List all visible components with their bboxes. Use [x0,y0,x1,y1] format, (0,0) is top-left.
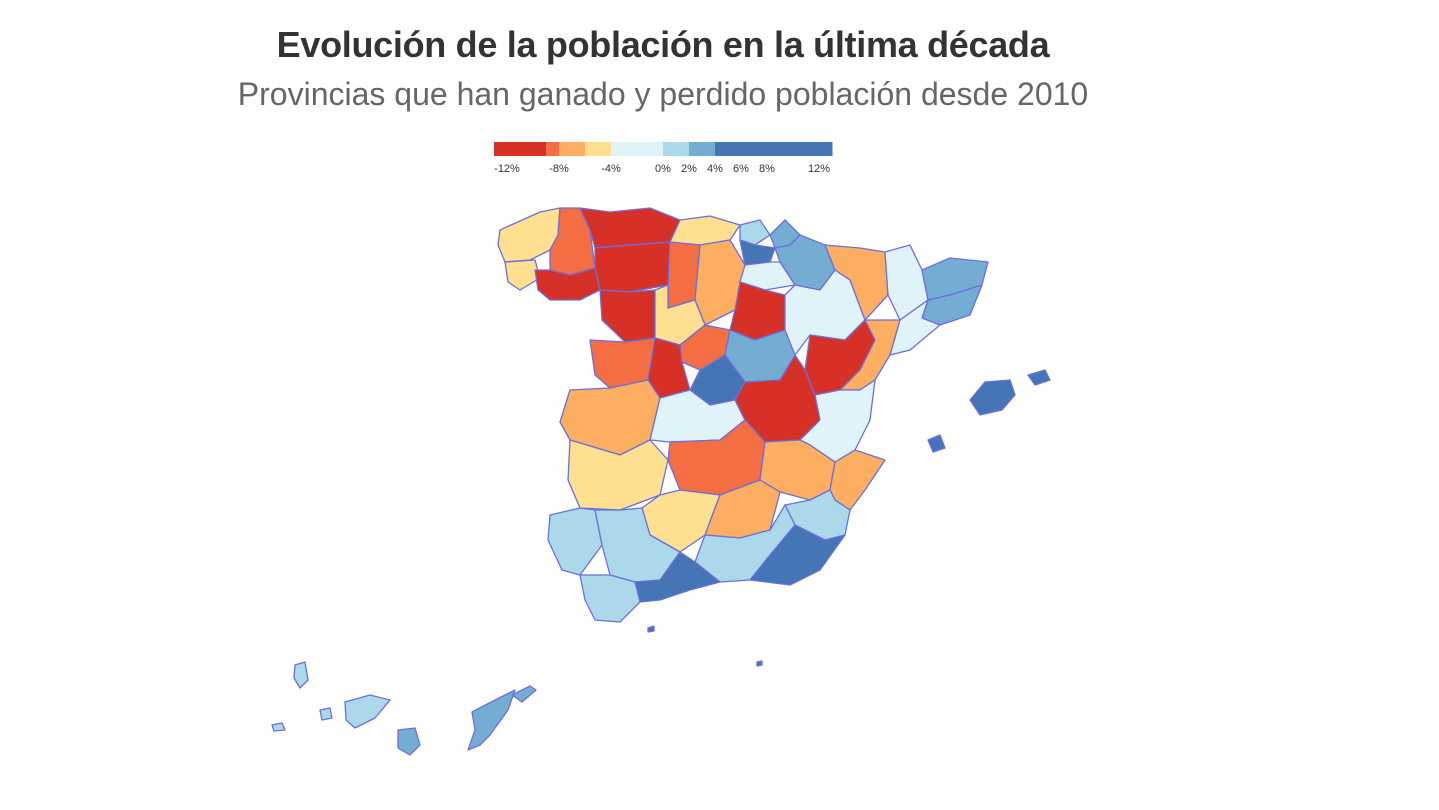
legend-tick-label: -8% [549,163,569,175]
province-huesca[interactable] [824,244,889,321]
legend-swatch-1 [546,142,560,156]
island-tenerife[interactable] [344,694,391,729]
legend-swatch-6 [689,142,716,156]
map-subtitle: Provincias que han ganado y perdido pobl… [237,76,1089,112]
legend-tick-label: -4% [601,163,621,175]
legend-tick-label: -12% [494,163,520,175]
legend-tick-label: 12% [808,163,830,175]
province-zamora[interactable] [599,289,656,343]
province-malaga[interactable] [634,551,721,603]
island-el-hierro[interactable] [271,722,286,732]
legend-tick-label: 0% [655,163,671,175]
canary-islands [271,661,537,756]
province-baleares-mallorca[interactable] [969,379,1016,416]
ceuta[interactable] [647,625,655,633]
island-gran-canaria[interactable] [397,727,421,756]
province-pontevedra[interactable] [504,259,541,291]
legend-swatch-2 [559,142,586,156]
island-fuerteventura[interactable] [467,689,516,751]
legend-swatch-7 [715,142,833,156]
legend-swatch-3 [585,142,612,156]
province-cadiz[interactable] [579,574,641,623]
province-almeria[interactable] [749,524,846,586]
legend-tick-label: 2% [681,163,697,175]
balearic-islands [927,369,1051,453]
ceuta-melilla [647,625,763,667]
spain-provinces-map [271,207,1051,756]
province-huelva[interactable] [547,507,603,576]
legend-tick-label: 6% [733,163,749,175]
province-leon[interactable] [594,241,671,293]
island-la-palma[interactable] [293,661,309,689]
color-legend: -12% -8% -4% 0% 2% 4% 6% 8% 12% [494,142,833,175]
province-soria[interactable] [729,281,786,341]
legend-swatch-5 [663,142,690,156]
legend-tick-label: 8% [759,163,775,175]
map-title: Evolución de la población en la última d… [276,24,1050,65]
island-la-gomera[interactable] [319,707,333,721]
island-lanzarote[interactable] [511,685,537,703]
legend-swatch-4 [611,142,664,156]
peninsula-provinces [497,207,989,623]
legend-tick-label: 4% [707,163,723,175]
province-baleares-ibiza[interactable] [927,434,946,453]
legend-swatch-0 [494,142,547,156]
melilla[interactable] [756,660,763,667]
province-baleares-menorca[interactable] [1027,369,1051,386]
province-bizkaia[interactable] [739,219,771,246]
